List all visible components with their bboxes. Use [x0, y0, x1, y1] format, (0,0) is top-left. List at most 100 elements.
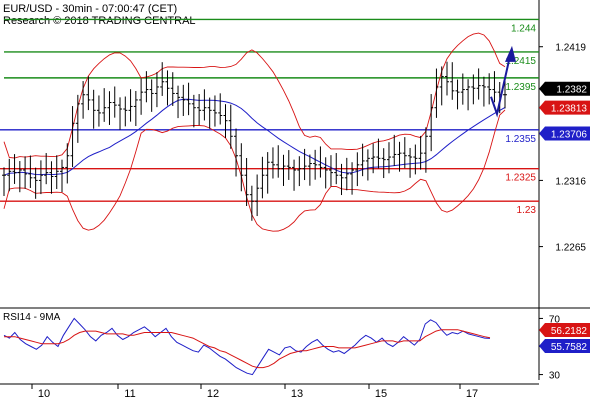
price-bar	[234, 128, 239, 177]
price-bar	[318, 146, 323, 178]
price-bar	[381, 148, 386, 179]
price-bar	[133, 90, 138, 127]
price-bar	[54, 155, 59, 190]
price-bar	[107, 91, 112, 125]
price-bar	[466, 79, 471, 111]
price-bar	[170, 72, 175, 106]
price-bar	[102, 88, 107, 122]
price-bar	[212, 95, 217, 127]
bollinger-lower-band	[3, 109, 506, 232]
price-bar	[176, 85, 181, 119]
rsi-badge-RSI14: 55.7582	[539, 339, 590, 353]
level-label-1.2325: 1.2325	[505, 173, 536, 184]
rsi-badge-9MA: 56.2182	[539, 323, 590, 337]
price-bar	[429, 94, 434, 152]
price-bar	[154, 72, 159, 108]
price-bar	[60, 159, 65, 193]
price-bar	[86, 76, 91, 111]
time-label-15: 15	[375, 388, 387, 400]
price-bar	[402, 137, 407, 169]
svg-text:1.2382: 1.2382	[556, 85, 587, 96]
price-bar	[276, 145, 281, 178]
price-tick-1.2419: 1.2419	[555, 43, 586, 54]
price-bar	[503, 79, 507, 109]
price-bar	[397, 141, 402, 172]
price-bar	[413, 144, 418, 175]
time-label-13: 13	[291, 388, 303, 400]
price-bar	[439, 66, 444, 106]
price-bar	[2, 167, 6, 196]
price-bar	[96, 95, 101, 127]
price-bar	[471, 74, 476, 105]
price-bar	[270, 147, 275, 179]
price-bar	[75, 94, 80, 143]
moving-average-line	[3, 98, 506, 176]
price-bar	[70, 106, 75, 168]
level-label-1.2415: 1.2415	[505, 56, 536, 67]
forecast-arrowhead	[505, 45, 516, 62]
chart-title: EUR/USD - 30min - 07:00:47 (CET)	[3, 3, 177, 15]
price-bar	[307, 154, 312, 186]
price-bar	[202, 89, 207, 121]
price-bar	[239, 143, 244, 192]
price-bar	[228, 104, 233, 149]
price-bar	[408, 147, 413, 178]
research-credit: Research © 2018 TRADING CENTRAL	[3, 15, 196, 27]
price-bar	[44, 153, 49, 185]
price-bar	[112, 86, 117, 118]
price-bar	[7, 158, 12, 192]
price-bar	[128, 89, 133, 122]
price-bar	[292, 159, 297, 191]
time-label-11: 11	[124, 388, 135, 400]
price-bar	[302, 148, 307, 181]
price-bar	[476, 68, 481, 100]
price-bar	[297, 156, 302, 187]
rsi-series-RSI14	[3, 317, 491, 376]
price-bar	[191, 94, 196, 128]
price-bar	[286, 150, 291, 180]
price-bar	[360, 143, 365, 177]
price-bar	[281, 154, 286, 186]
rsi-tick-70: 70	[549, 314, 561, 325]
price-bar	[165, 70, 170, 106]
price-bar	[81, 81, 86, 119]
price-bar	[355, 152, 360, 187]
time-label-10: 10	[38, 388, 50, 400]
price-bar	[149, 79, 154, 112]
time-label-17: 17	[466, 388, 478, 400]
price-bar	[386, 142, 391, 174]
svg-text:1.23813: 1.23813	[551, 104, 588, 115]
price-bar	[423, 127, 428, 173]
price-bar	[49, 161, 54, 194]
price-bar	[492, 71, 497, 103]
svg-text:56.2182: 56.2182	[551, 326, 588, 337]
price-bar	[17, 161, 22, 193]
price-tick-1.2265: 1.2265	[555, 243, 586, 254]
price-bar	[265, 152, 270, 194]
price-bar	[249, 185, 254, 221]
rsi-tick-30: 30	[549, 371, 561, 382]
price-bar	[12, 154, 17, 184]
price-bar	[181, 84, 186, 116]
rsi-panel-title: RSI14 - 9MA	[3, 312, 61, 323]
price-tick-1.2316: 1.2316	[555, 176, 586, 187]
price-bar	[371, 143, 376, 174]
price-bar	[313, 149, 318, 180]
price-bar	[455, 79, 460, 110]
price-bar	[365, 149, 370, 181]
price-bar	[244, 157, 249, 207]
price-bar	[444, 61, 449, 96]
price-bar	[255, 174, 260, 217]
time-label-12: 12	[207, 388, 219, 400]
price-bar	[350, 162, 355, 195]
bollinger-upper-band	[3, 32, 506, 159]
price-bar	[123, 96, 128, 127]
svg-text:55.7582: 55.7582	[551, 342, 588, 353]
price-bar	[418, 135, 423, 170]
price-bar	[450, 62, 455, 100]
price-bar	[460, 73, 465, 105]
price-bar	[328, 155, 333, 187]
price-bar	[118, 97, 123, 130]
price-bar	[160, 62, 165, 96]
